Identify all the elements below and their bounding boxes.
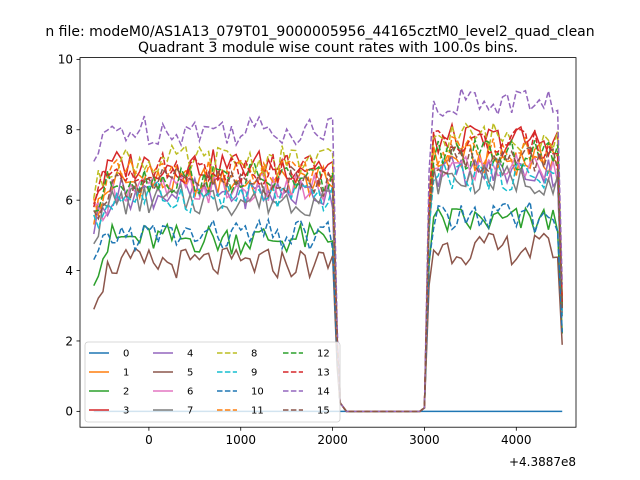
series-line-15 (93, 143, 563, 413)
legend-label-7: 7 (187, 406, 193, 417)
y-tick-label: 10 (58, 53, 73, 67)
legend-label-2: 2 (123, 387, 129, 398)
y-tick-label: 2 (65, 334, 73, 348)
series-line-6 (93, 152, 563, 413)
legend-label-6: 6 (187, 387, 193, 398)
x-axis-offset-text: +4.3887e8 (509, 455, 576, 469)
legend-label-10: 10 (251, 387, 264, 398)
y-tick-label: 6 (65, 193, 73, 207)
series-line-5 (93, 232, 563, 413)
series-line-12 (93, 136, 563, 413)
legend-label-13: 13 (317, 368, 330, 379)
chart-title: Quadrant 3 module wise count rates with … (138, 40, 518, 56)
series-line-8 (93, 120, 563, 413)
x-tick-label: 4000 (501, 433, 532, 447)
y-tick-label: 4 (65, 264, 73, 278)
series-line-10 (93, 199, 563, 413)
x-tick-label: 1000 (225, 433, 256, 447)
legend-box (84, 341, 341, 423)
legend-label-14: 14 (317, 387, 330, 398)
x-tick-label: 0 (145, 433, 153, 447)
chart-suptitle: n file: modeM0/AS1A13_079T01_9000005956_… (45, 24, 594, 40)
series-layer (93, 85, 563, 413)
y-tick-label: 0 (65, 405, 73, 419)
legend-label-0: 0 (123, 349, 129, 360)
legend-label-11: 11 (251, 406, 264, 417)
x-tick-label: 2000 (317, 433, 348, 447)
legend-label-5: 5 (187, 368, 193, 379)
legend-label-15: 15 (317, 406, 330, 417)
legend-label-4: 4 (187, 349, 193, 360)
y-axis-ticks: 0 2 4 6 8 10 (58, 53, 80, 419)
legend-label-9: 9 (251, 368, 257, 379)
series-line-13 (93, 128, 563, 413)
plot-frame (79, 57, 577, 428)
legend-label-3: 3 (123, 406, 129, 417)
legend-label-12: 12 (317, 349, 330, 360)
legend-label-8: 8 (251, 349, 257, 360)
series-line-7 (93, 161, 563, 413)
legend-label-1: 1 (123, 368, 129, 379)
x-tick-label: 3000 (409, 433, 440, 447)
series-line-14 (93, 85, 563, 413)
x-axis-ticks: 0 1000 2000 3000 4000 (145, 427, 532, 447)
y-tick-label: 8 (65, 123, 73, 137)
